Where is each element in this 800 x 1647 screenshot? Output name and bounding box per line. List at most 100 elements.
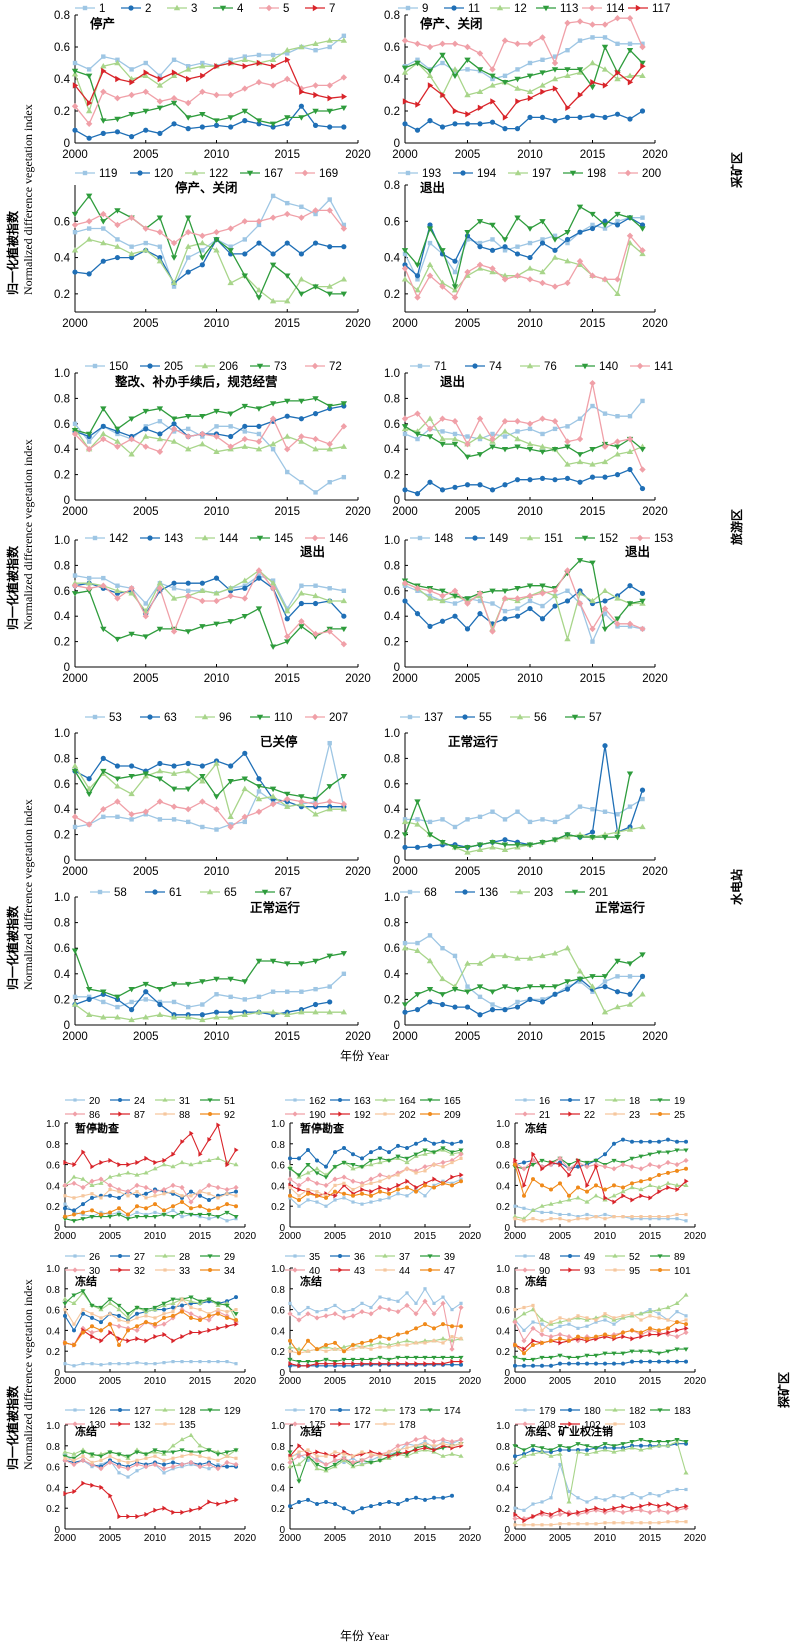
data-point: [522, 1363, 526, 1368]
x-tick-label: 2020: [642, 866, 668, 878]
data-point: [216, 1501, 221, 1507]
data-point: [440, 946, 445, 951]
legend-item-141: 141: [630, 361, 673, 373]
legend-item-93: 93: [560, 1266, 596, 1277]
data-point: [81, 1149, 86, 1155]
data-point: [513, 1506, 517, 1510]
data-point: [674, 1347, 680, 1352]
chart-title: 停产、关闭: [420, 16, 483, 31]
data-point: [540, 1340, 544, 1345]
data-point: [449, 1355, 455, 1361]
series-line: [74, 195, 345, 289]
data-point: [287, 1464, 293, 1469]
legend-label: 110: [274, 712, 292, 724]
legend-label: 49: [584, 1252, 596, 1263]
data-point: [142, 88, 149, 95]
legend-label: 93: [584, 1266, 596, 1277]
y-tick-label: 0.8: [384, 10, 400, 22]
data-point: [199, 413, 206, 420]
data-point: [341, 1174, 347, 1180]
data-point: [324, 1361, 329, 1367]
data-point: [128, 631, 135, 638]
data-point: [99, 1196, 103, 1200]
legend-item-17: 17: [560, 1096, 596, 1107]
data-point: [614, 595, 621, 601]
data-point: [558, 1316, 562, 1320]
data-point: [404, 1338, 410, 1343]
data-point: [594, 1320, 598, 1324]
data-point: [630, 1312, 634, 1316]
data-point: [627, 583, 633, 589]
data-point: [476, 842, 484, 848]
data-point: [386, 1158, 392, 1164]
data-point: [214, 424, 219, 429]
data-point: [340, 773, 348, 780]
data-point: [341, 244, 347, 250]
legend-marker: [338, 1421, 343, 1427]
data-point: [630, 1328, 634, 1333]
chart-title: 退出: [300, 544, 325, 559]
y-tick-label: 0: [54, 1525, 60, 1536]
data-point: [171, 817, 177, 822]
series-113: [401, 44, 646, 91]
data-point: [564, 438, 571, 445]
data-point: [427, 118, 433, 124]
data-point: [614, 75, 621, 82]
data-point: [566, 1166, 572, 1172]
data-point: [171, 1190, 175, 1194]
data-point: [422, 1151, 428, 1156]
data-point: [639, 973, 646, 979]
data-point: [188, 1199, 194, 1205]
data-point: [342, 1191, 346, 1196]
data-point: [629, 1349, 635, 1354]
data-point: [128, 112, 135, 118]
data-point: [99, 1328, 103, 1333]
legend-item-35: 35: [285, 1252, 321, 1263]
data-point: [378, 1295, 382, 1299]
y-tick-label: 0.4: [54, 804, 71, 816]
data-point: [566, 1355, 572, 1361]
data-point: [89, 1329, 95, 1336]
data-point: [171, 763, 177, 769]
data-point: [601, 587, 609, 593]
data-point: [86, 226, 92, 231]
data-point: [531, 1342, 535, 1347]
data-point: [107, 1300, 113, 1305]
data-point: [501, 984, 509, 990]
data-point: [332, 1311, 338, 1317]
ylabel-cn: 归一化植被指数: [6, 1385, 20, 1470]
data-point: [98, 1466, 104, 1472]
data-point: [657, 1139, 661, 1144]
data-point: [576, 558, 584, 564]
data-point: [575, 1195, 581, 1200]
data-point: [577, 416, 583, 421]
series-130: [62, 1457, 239, 1472]
data-point: [450, 1359, 455, 1365]
data-point: [327, 480, 332, 485]
data-point: [98, 1215, 104, 1220]
data-point: [514, 85, 521, 91]
data-point: [639, 60, 646, 67]
data-point: [530, 1357, 536, 1363]
data-point: [116, 1172, 122, 1177]
data-point: [242, 750, 248, 756]
data-point: [241, 595, 248, 602]
data-point: [72, 573, 78, 578]
data-point: [539, 616, 546, 622]
data-point: [233, 1184, 239, 1191]
data-point: [256, 789, 262, 794]
data-point: [368, 1357, 374, 1363]
chart-title: 已关停: [260, 734, 298, 749]
data-point: [213, 91, 220, 99]
data-point: [464, 626, 471, 632]
data-point: [188, 1459, 194, 1466]
data-point: [297, 1351, 301, 1356]
data-point: [157, 244, 163, 249]
data-point: [241, 85, 248, 92]
series-line: [514, 1139, 686, 1170]
data-point: [81, 1202, 85, 1207]
data-point: [427, 479, 433, 485]
data-point: [501, 447, 509, 453]
data-point: [627, 974, 633, 979]
